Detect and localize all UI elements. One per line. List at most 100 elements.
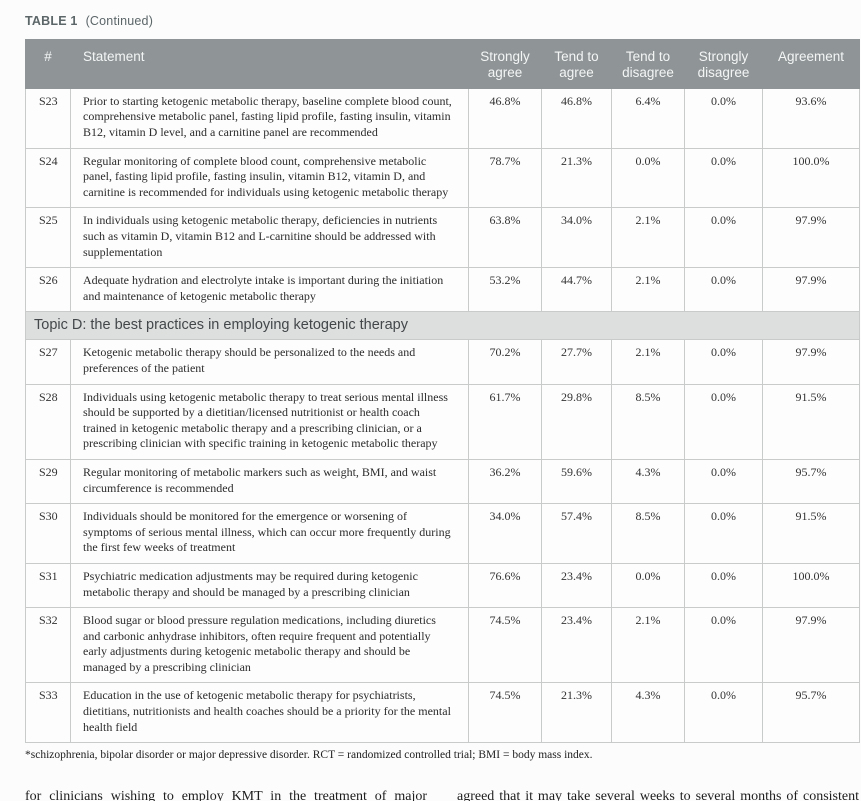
statement-cell: Psychiatric medication adjustments may b… <box>70 562 469 609</box>
table-row: S30 Individuals should be monitored for t… <box>25 503 860 564</box>
value-cell: 2.1% <box>611 607 685 684</box>
value-cell: 23.4% <box>541 607 612 684</box>
statement-cell: Education in the use of ketogenic metabo… <box>70 682 469 744</box>
value-cell: 53.2% <box>468 267 542 313</box>
value-cell: 4.3% <box>611 458 685 505</box>
value-cell: 61.7% <box>468 383 542 460</box>
table-row: S33 Education in the use of ketogenic met… <box>25 682 860 744</box>
value-cell: 8.5% <box>611 383 685 460</box>
statement-id-cell: S32 <box>25 607 71 684</box>
value-cell: 74.5% <box>468 607 542 684</box>
value-cell: 78.7% <box>468 147 542 209</box>
table-header-row: # Statement Strongly agree Tend to agree… <box>25 39 860 89</box>
table-row: S28 Individuals using ketogenic metabolic… <box>25 383 860 460</box>
statement-cell: Adequate hydration and electrolyte intak… <box>70 267 469 313</box>
value-cell: 97.9% <box>762 267 860 313</box>
table-row: S27 Ketogenic metabolic therapy should be… <box>25 339 860 385</box>
column-header-tend-to-agree: Tend to agree <box>541 39 612 89</box>
table-caption-continued: (Continued) <box>85 14 154 28</box>
statement-cell: In individuals using ketogenic metabolic… <box>70 207 469 269</box>
value-cell: 6.4% <box>611 87 685 149</box>
body-paragraph-left: for clinicians wishing to employ KMT in … <box>25 789 427 801</box>
value-cell: 2.1% <box>611 207 685 269</box>
value-cell: 74.5% <box>468 682 542 744</box>
table-row: S31 Psychiatric medication adjustments ma… <box>25 562 860 609</box>
value-cell: 93.6% <box>762 87 860 149</box>
value-cell: 34.0% <box>541 207 612 269</box>
value-cell: 0.0% <box>611 147 685 209</box>
column-header-strongly-disagree: Strongly disagree <box>684 39 763 89</box>
statement-id-cell: S24 <box>25 147 71 209</box>
statement-id-cell: S30 <box>25 503 71 564</box>
value-cell: 100.0% <box>762 147 860 209</box>
value-cell: 0.0% <box>684 607 763 684</box>
value-cell: 0.0% <box>684 682 763 744</box>
section-header-row: Topic D: the best practices in employing… <box>25 311 860 341</box>
value-cell: 97.9% <box>762 339 860 385</box>
value-cell: 0.0% <box>684 339 763 385</box>
value-cell: 0.0% <box>684 503 763 564</box>
value-cell: 100.0% <box>762 562 860 609</box>
value-cell: 23.4% <box>541 562 612 609</box>
value-cell: 70.2% <box>468 339 542 385</box>
table-row: S26 Adequate hydration and electrolyte in… <box>25 267 860 313</box>
value-cell: 46.8% <box>468 87 542 149</box>
table-row: S25 In individuals using ketogenic metabo… <box>25 207 860 269</box>
table-caption-label: TABLE 1 <box>25 14 78 28</box>
value-cell: 8.5% <box>611 503 685 564</box>
value-cell: 2.1% <box>611 267 685 313</box>
value-cell: 29.8% <box>541 383 612 460</box>
value-cell: 97.9% <box>762 207 860 269</box>
value-cell: 0.0% <box>684 267 763 313</box>
consensus-table: # Statement Strongly agree Tend to agree… <box>25 39 860 744</box>
value-cell: 91.5% <box>762 383 860 460</box>
value-cell: 57.4% <box>541 503 612 564</box>
value-cell: 0.0% <box>611 562 685 609</box>
value-cell: 0.0% <box>684 562 763 609</box>
value-cell: 36.2% <box>468 458 542 505</box>
section-header-label: Topic D: the best practices in employing… <box>25 311 860 341</box>
value-cell: 63.8% <box>468 207 542 269</box>
table-row: S32 Blood sugar or blood pressure regulat… <box>25 607 860 684</box>
statement-id-cell: S23 <box>25 87 71 149</box>
statement-cell: Regular monitoring of metabolic markers … <box>70 458 469 505</box>
value-cell: 21.3% <box>541 682 612 744</box>
table-row: S23 Prior to starting ketogenic metabolic… <box>25 87 860 149</box>
value-cell: 2.1% <box>611 339 685 385</box>
value-cell: 44.7% <box>541 267 612 313</box>
statement-id-cell: S29 <box>25 458 71 505</box>
statement-id-cell: S33 <box>25 682 71 744</box>
value-cell: 21.3% <box>541 147 612 209</box>
value-cell: 0.0% <box>684 383 763 460</box>
value-cell: 76.6% <box>468 562 542 609</box>
statement-cell: Individuals should be monitored for the … <box>70 503 469 564</box>
statement-cell: Regular monitoring of complete blood cou… <box>70 147 469 209</box>
value-cell: 95.7% <box>762 682 860 744</box>
statement-cell: Individuals using ketogenic metabolic th… <box>70 383 469 460</box>
column-header-strongly-agree: Strongly agree <box>468 39 542 89</box>
statement-cell: Prior to starting ketogenic metabolic th… <box>70 87 469 149</box>
statement-id-cell: S26 <box>25 267 71 313</box>
value-cell: 0.0% <box>684 87 763 149</box>
value-cell: 95.7% <box>762 458 860 505</box>
body-text-columns: for clinicians wishing to employ KMT in … <box>25 787 859 801</box>
column-header-number: # <box>25 39 71 89</box>
value-cell: 46.8% <box>541 87 612 149</box>
value-cell: 0.0% <box>684 458 763 505</box>
table-row: S29 Regular monitoring of metabolic marke… <box>25 458 860 505</box>
statement-id-cell: S27 <box>25 339 71 385</box>
value-cell: 34.0% <box>468 503 542 564</box>
value-cell: 4.3% <box>611 682 685 744</box>
body-paragraph-right: agreed that it may take several weeks to… <box>457 789 859 801</box>
table-row: S24 Regular monitoring of complete blood … <box>25 147 860 209</box>
table-footnote: *schizophrenia, bipolar disorder or majo… <box>25 749 593 762</box>
value-cell: 0.0% <box>684 147 763 209</box>
value-cell: 59.6% <box>541 458 612 505</box>
statement-cell: Ketogenic metabolic therapy should be pe… <box>70 339 469 385</box>
column-header-statement: Statement <box>70 39 469 89</box>
value-cell: 27.7% <box>541 339 612 385</box>
value-cell: 0.0% <box>684 207 763 269</box>
column-header-agreement: Agreement <box>762 39 860 89</box>
column-header-tend-to-disagree: Tend to disagree <box>611 39 685 89</box>
